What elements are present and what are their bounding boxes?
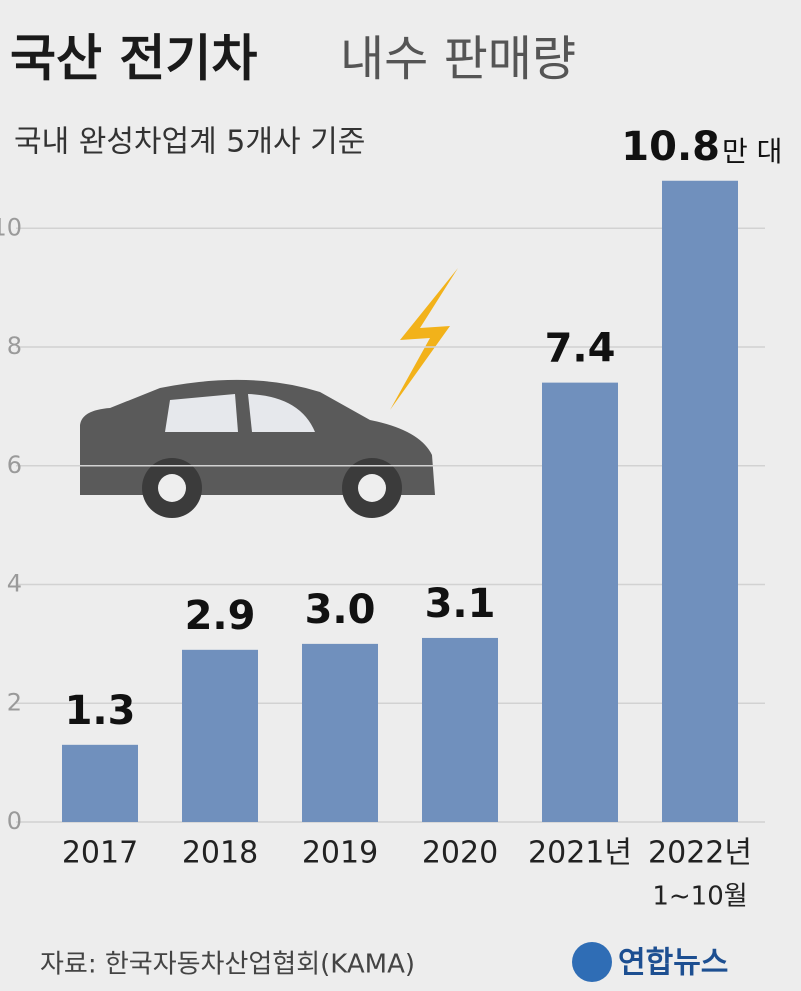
- y-tick-label: 10: [0, 213, 22, 241]
- x-tick-label: 2018: [182, 836, 258, 871]
- y-tick-label: 4: [7, 570, 22, 598]
- x-tick-label: 2019: [302, 836, 378, 871]
- value-label: 1.3: [65, 688, 136, 734]
- chart-title-rest: 내수 판매량: [340, 31, 576, 87]
- value-label: 3.0: [305, 587, 376, 633]
- car-illustration: [80, 268, 458, 518]
- bar: [302, 643, 378, 822]
- bar: [542, 382, 618, 822]
- x-tick-label: 2017: [62, 836, 138, 871]
- x-tick-label: 2021년: [528, 836, 632, 871]
- logo-mark: [572, 942, 612, 982]
- bar: [182, 649, 258, 822]
- x-tick-label: 2020: [422, 836, 498, 871]
- y-tick-label: 2: [7, 688, 22, 716]
- value-label: 2.9: [185, 593, 256, 639]
- bar: [662, 180, 738, 822]
- chart-subtitle: 국내 완성차업계 5개사 기준: [14, 125, 365, 160]
- y-tick-label: 0: [7, 807, 22, 835]
- logo: 연합뉴스: [618, 946, 728, 981]
- value-label: 7.4: [545, 326, 616, 372]
- value-label: 10.8: [621, 124, 720, 170]
- source: 자료: 한국자동차산업협회(KAMA): [40, 950, 415, 980]
- value-label: 3.1: [425, 581, 496, 627]
- x-tick-label: 2022년: [648, 836, 752, 871]
- chart-title: 국산 전기차: [10, 30, 257, 88]
- bar: [62, 744, 138, 822]
- bar: [422, 637, 498, 822]
- y-tick-label: 8: [7, 332, 22, 360]
- unit-label: 만 대: [722, 135, 782, 168]
- category-note: 1~10월: [652, 882, 747, 912]
- y-tick-label: 6: [7, 451, 22, 479]
